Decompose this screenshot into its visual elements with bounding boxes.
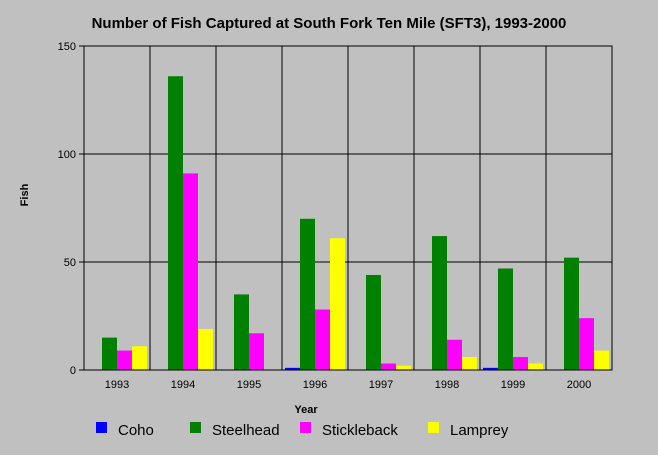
- bars: [102, 76, 609, 371]
- x-tick-label: 1998: [435, 379, 459, 391]
- bar-steelhead-2000: [564, 257, 579, 370]
- x-tick-label: 1995: [237, 379, 261, 391]
- bar-stickleback-1997: [381, 363, 396, 370]
- x-tick-label: 1993: [105, 379, 129, 391]
- bar-steelhead-1998: [432, 236, 447, 370]
- y-tick-label: 100: [58, 149, 76, 161]
- bar-steelhead-1993: [102, 337, 117, 370]
- x-axis-label: Year: [294, 404, 318, 416]
- bar-stickleback-2000: [579, 318, 594, 370]
- bar-lamprey-2000: [594, 350, 609, 370]
- bar-stickleback-1993: [117, 350, 132, 370]
- x-tick-label: 1994: [171, 379, 195, 391]
- legend-label-stickleback: Stickleback: [322, 422, 398, 439]
- bar-steelhead-1996: [300, 218, 315, 370]
- bar-steelhead-1999: [498, 268, 513, 370]
- plot-border: [83, 45, 613, 371]
- bar-lamprey-1994: [198, 328, 213, 370]
- bar-steelhead-1995: [234, 294, 249, 370]
- x-tick-label: 1996: [303, 379, 327, 391]
- legend-swatch-coho: [96, 422, 107, 433]
- bar-coho-1996: [285, 367, 300, 370]
- legend-label-coho: Coho: [118, 422, 154, 439]
- legend-swatch-stickleback: [300, 422, 311, 433]
- bar-stickleback-1996: [315, 309, 330, 370]
- legend-swatch-lamprey: [428, 422, 439, 433]
- bar-lamprey-1997: [396, 365, 411, 370]
- y-tick-label: 0: [70, 365, 76, 377]
- bar-steelhead-1997: [366, 274, 381, 370]
- y-tick-label: 150: [58, 41, 76, 53]
- x-tick-label: 1997: [369, 379, 393, 391]
- legend-label-steelhead: Steelhead: [212, 422, 280, 439]
- bar-steelhead-1994: [168, 76, 183, 371]
- y-tick-label: 50: [64, 257, 76, 269]
- bar-stickleback-1999: [513, 357, 528, 370]
- legend-swatch-steelhead: [190, 422, 201, 433]
- x-tick-label: 1999: [501, 379, 525, 391]
- bar-lamprey-1998: [462, 357, 477, 370]
- bar-coho-1999: [483, 367, 498, 370]
- bar-lamprey-1993: [132, 346, 147, 370]
- bar-lamprey-1999: [528, 363, 543, 370]
- bar-stickleback-1995: [249, 333, 264, 370]
- y-axis-label: Fish: [19, 183, 31, 206]
- legend: Coho Steelhead Stickleback Lamprey: [96, 422, 509, 439]
- chart-title: Number of Fish Captured at South Fork Te…: [92, 15, 567, 32]
- legend-label-lamprey: Lamprey: [450, 422, 509, 439]
- y-axis: 0 50 100 150: [58, 41, 84, 377]
- bar-stickleback-1994: [183, 173, 198, 370]
- bar-lamprey-1996: [330, 238, 345, 370]
- x-tick-label: 2000: [567, 379, 591, 391]
- bar-stickleback-1998: [447, 339, 462, 370]
- x-axis: 1993 1994 1995 1996 1997 1998 1999 2000: [105, 379, 591, 391]
